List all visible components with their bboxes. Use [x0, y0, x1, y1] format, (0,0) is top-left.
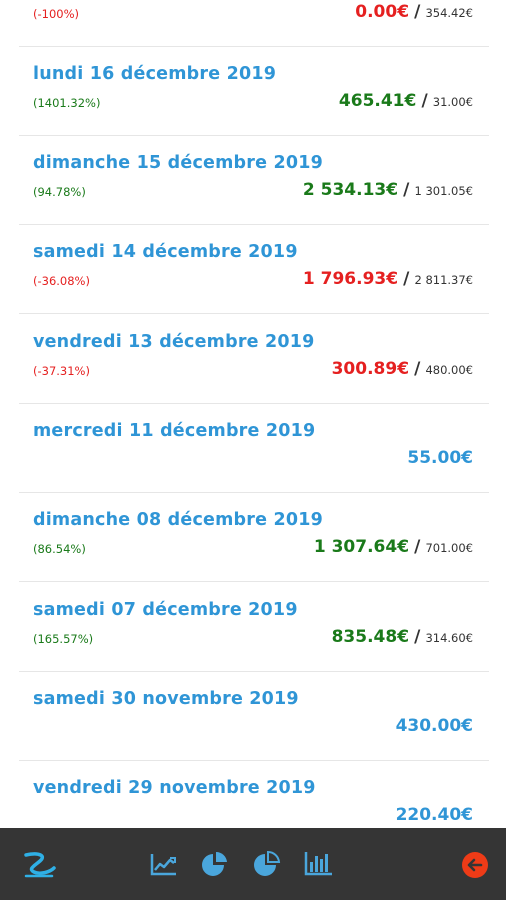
separator: /	[414, 627, 421, 647]
row-date: vendredi 13 décembre 2019	[33, 332, 315, 352]
amount-group: 1 307.64€ / 701.00€	[314, 537, 473, 557]
row-date: vendredi 29 novembre 2019	[33, 778, 316, 798]
list-item[interactable]: lundi 16 décembre 2019 (1401.32%) 465.41…	[19, 47, 489, 136]
list-item[interactable]: dimanche 15 décembre 2019 (94.78%) 2 534…	[19, 136, 489, 225]
amount-group: 55.00€	[407, 448, 473, 468]
row-date: samedi 30 novembre 2019	[33, 689, 299, 709]
separator: /	[414, 359, 421, 379]
amount-value: 1 307.64€	[313, 537, 410, 557]
amount-group: 220.40€	[396, 805, 473, 825]
amount-value: 220.40€	[395, 805, 473, 825]
reference-amount: 354.42€	[425, 6, 473, 20]
row-date: dimanche 08 décembre 2019	[33, 510, 323, 530]
amount-value: 835.48€	[331, 627, 410, 647]
amount-group: 2 534.13€ / 1 301.05€	[303, 180, 473, 200]
list-item[interactable]: dimanche 08 décembre 2019 (86.54%) 1 307…	[19, 493, 489, 582]
reference-amount: 2 811.37€	[414, 273, 473, 287]
reference-amount: 701.00€	[425, 541, 473, 555]
reference-amount: 31.00€	[432, 95, 473, 109]
amount-group: 1 796.93€ / 2 811.37€	[303, 269, 473, 289]
amount-value: 465.41€	[338, 91, 417, 111]
separator: /	[403, 269, 410, 289]
percentage-change: (1401.32%)	[33, 96, 101, 110]
amount-group: 430.00€	[396, 716, 473, 736]
amount-value: 2 534.13€	[302, 180, 399, 200]
list-item[interactable]: vendredi 13 décembre 2019 (-37.31%) 300.…	[19, 315, 489, 404]
row-date: samedi 07 décembre 2019	[33, 600, 298, 620]
back-arrow-icon[interactable]	[461, 851, 489, 879]
amount-group: 835.48€ / 314.60€	[332, 627, 473, 647]
separator: /	[421, 91, 428, 111]
bottom-navigation-bar	[0, 828, 506, 900]
reference-amount: 480.00€	[425, 363, 473, 377]
amount-value: 55.00€	[407, 448, 473, 468]
pie-chart-alt-icon[interactable]	[252, 850, 282, 878]
separator: /	[414, 2, 421, 22]
list-item[interactable]: mercredi 11 décembre 2019 55.00€	[19, 404, 489, 493]
amount-value: 430.00€	[395, 716, 473, 736]
amount-group: 0.00€ / 354.42€	[355, 2, 473, 22]
percentage-change: (-100%)	[33, 7, 79, 21]
percentage-change: (-36.08%)	[33, 274, 90, 288]
amount-value: 0.00€	[355, 2, 410, 22]
amount-group: 465.41€ / 31.00€	[339, 91, 473, 111]
list-item[interactable]: (-100%) 0.00€ / 354.42€	[19, 0, 489, 47]
list-item[interactable]: samedi 14 décembre 2019 (-36.08%) 1 796.…	[19, 225, 489, 314]
reference-amount: 314.60€	[425, 631, 473, 645]
history-list: (-100%) 0.00€ / 354.42€ lundi 16 décembr…	[19, 0, 489, 828]
line-chart-icon[interactable]	[150, 852, 178, 876]
pie-chart-icon[interactable]	[200, 850, 230, 878]
amount-value: 1 796.93€	[302, 269, 399, 289]
row-date: mercredi 11 décembre 2019	[33, 421, 316, 441]
separator: /	[414, 537, 421, 557]
reference-amount: 1 301.05€	[414, 184, 473, 198]
percentage-change: (86.54%)	[33, 542, 86, 556]
bar-chart-icon[interactable]	[304, 850, 334, 876]
percentage-change: (-37.31%)	[33, 364, 90, 378]
separator: /	[403, 180, 410, 200]
row-date: lundi 16 décembre 2019	[33, 64, 277, 84]
amount-group: 300.89€ / 480.00€	[332, 359, 473, 379]
list-item[interactable]: vendredi 29 novembre 2019 220.40€	[19, 761, 489, 828]
amount-value: 300.89€	[331, 359, 410, 379]
list-item[interactable]: samedi 07 décembre 2019 (165.57%) 835.48…	[19, 583, 489, 672]
app-logo-icon[interactable]	[22, 850, 58, 880]
row-date: dimanche 15 décembre 2019	[33, 153, 323, 173]
list-item[interactable]: samedi 30 novembre 2019 430.00€	[19, 672, 489, 761]
percentage-change: (165.57%)	[33, 632, 94, 646]
row-date: samedi 14 décembre 2019	[33, 242, 298, 262]
percentage-change: (94.78%)	[33, 185, 86, 199]
